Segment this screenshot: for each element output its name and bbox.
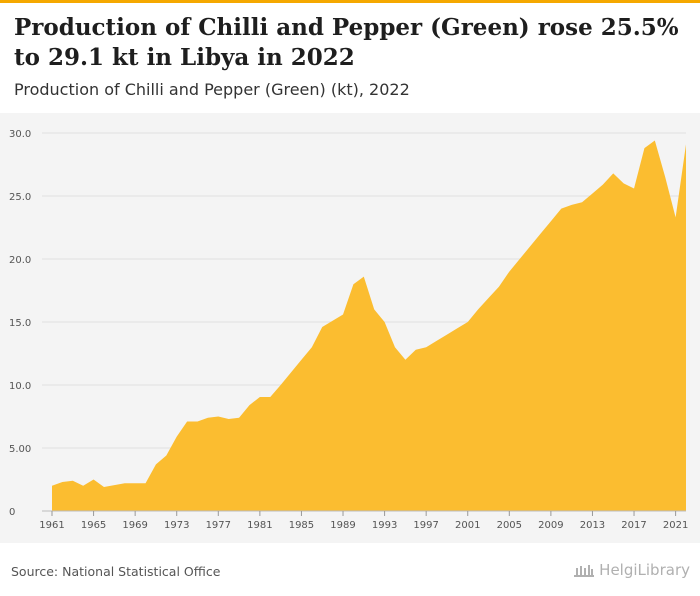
x-tick-label: 2001 — [455, 520, 480, 531]
y-tick-label: 10.0 — [9, 381, 31, 392]
y-tick-label: 0 — [9, 507, 15, 518]
area-chart: 0 5.00 10.0 15.0 20.0 25.0 30.0 1961 1965 1969 197… — [9, 129, 688, 531]
x-tick-label: 2009 — [538, 520, 563, 531]
y-tick-label: 30.0 — [9, 129, 31, 140]
x-tick-label: 1961 — [39, 520, 64, 531]
source-note: Source: National Statistical Office — [11, 564, 221, 579]
x-tick-label: 2017 — [621, 520, 646, 531]
plot-area: 0 5.00 10.0 15.0 20.0 25.0 30.0 1961 1965 1969 197… — [0, 113, 700, 543]
x-tick-label: 2013 — [580, 520, 605, 531]
x-tick-label: 1997 — [413, 520, 438, 531]
x-tick-label: 1993 — [372, 520, 397, 531]
x-tick-label: 1965 — [81, 520, 106, 531]
x-tick-label: 1989 — [330, 520, 355, 531]
x-tick-label: 1969 — [122, 520, 147, 531]
chart-headline: Production of Chilli and Pepper (Green) … — [14, 14, 679, 71]
chart-subtitle: Production of Chilli and Pepper (Green) … — [14, 80, 410, 99]
x-tick-label: 1985 — [289, 520, 314, 531]
top-accent-bar — [0, 0, 700, 3]
x-tick-label: 2021 — [663, 520, 688, 531]
helgi-library-logo: HelgiLibrary — [573, 561, 690, 579]
x-tick-label: 1973 — [164, 520, 189, 531]
y-tick-label: 20.0 — [9, 255, 31, 266]
library-building-icon — [574, 565, 595, 577]
production-area-series — [52, 140, 686, 511]
y-tick-label: 25.0 — [9, 192, 31, 203]
y-tick-label: 5.00 — [9, 444, 31, 455]
x-tick-label: 1981 — [247, 520, 272, 531]
x-tick-label: 1977 — [206, 520, 231, 531]
x-tick-label: 2005 — [497, 520, 522, 531]
logo-text: HelgiLibrary — [599, 561, 690, 579]
y-tick-label: 15.0 — [9, 318, 31, 329]
